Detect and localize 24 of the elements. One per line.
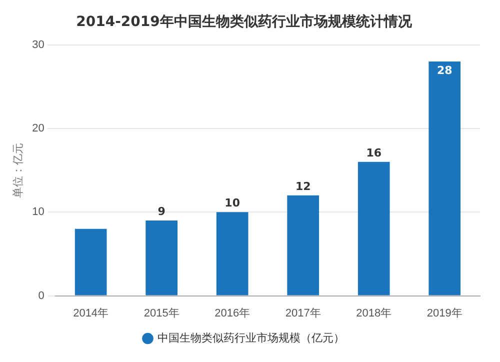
data-label: 12 — [295, 180, 311, 193]
data-label: 28 — [436, 64, 452, 77]
x-tick-label: 2017年 — [285, 307, 321, 320]
bar — [287, 195, 320, 296]
bar — [74, 228, 107, 296]
data-label: 16 — [366, 146, 382, 160]
y-tick-label: 10 — [32, 206, 44, 218]
y-axis-title: 单位：亿元 — [12, 142, 25, 198]
bar — [216, 212, 248, 296]
legend-label: 中国生物类似药行业市场规模（亿元） — [157, 332, 344, 345]
chart-title: 2014-2019年中国生物类似药行业市场规模统计情况 — [76, 13, 413, 30]
bar — [428, 62, 461, 296]
x-tick-label: 2014年 — [73, 307, 109, 320]
bar — [358, 162, 390, 296]
data-label: 10 — [224, 196, 240, 210]
x-tick-label: 2015年 — [144, 307, 180, 320]
x-tick-label: 2016年 — [214, 307, 250, 320]
x-tick-label: 2019年 — [426, 307, 462, 320]
x-tick-label: 2018年 — [356, 307, 392, 320]
y-tick-label: 0 — [38, 290, 44, 302]
bar — [146, 220, 178, 296]
data-label: 9 — [158, 204, 166, 218]
y-tick-label: 30 — [32, 38, 44, 51]
y-tick-label: 20 — [32, 122, 44, 134]
